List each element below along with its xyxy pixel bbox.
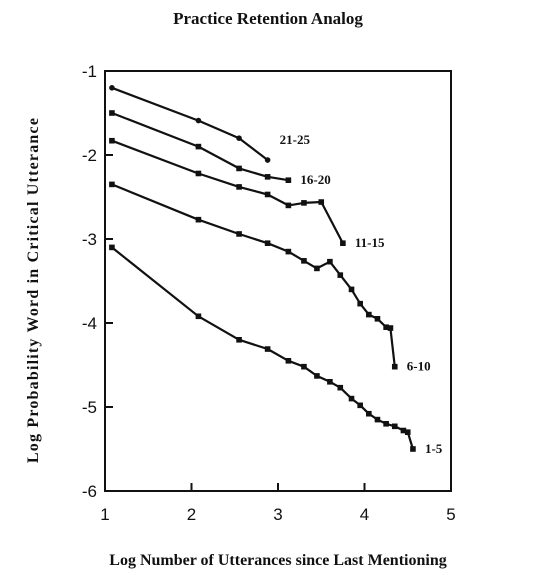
series-6-10: 6-10 — [109, 181, 431, 374]
data-point — [374, 316, 381, 322]
data-point — [400, 427, 407, 434]
data-point — [391, 423, 398, 430]
data-point — [348, 286, 355, 293]
series-group: 21-25 16-20 11-15 6-10 1-5 — [109, 85, 443, 456]
data-point — [109, 110, 115, 116]
series-label: 11-15 — [355, 235, 385, 250]
data-point — [366, 311, 372, 318]
data-point — [383, 421, 389, 427]
data-point — [264, 157, 271, 163]
data-point — [301, 200, 307, 206]
data-point — [285, 248, 292, 255]
data-point — [366, 410, 372, 417]
series-label: 1-5 — [425, 441, 443, 456]
series-line — [111, 246, 414, 450]
data-point — [348, 395, 355, 402]
data-point — [109, 244, 115, 251]
data-point — [337, 272, 344, 278]
data-point — [236, 135, 242, 141]
data-point — [195, 313, 202, 320]
data-point — [236, 337, 242, 343]
data-point — [387, 325, 394, 331]
data-point — [264, 346, 271, 352]
data-point — [195, 216, 202, 223]
series-1-5: 1-5 — [109, 244, 443, 456]
x-tick-label: 3 — [273, 505, 282, 524]
x-tick-label: 2 — [187, 505, 196, 524]
series-label: 21-25 — [280, 132, 311, 147]
data-point — [301, 258, 307, 264]
data-point — [285, 358, 292, 364]
data-point — [357, 402, 363, 409]
x-tick-label: 1 — [100, 505, 109, 524]
data-point — [404, 429, 411, 435]
series-11-15: 11-15 — [109, 137, 385, 250]
series-line — [111, 139, 344, 244]
data-point — [109, 137, 115, 144]
y-axis-label: Log Probability Word in Critical Utteran… — [25, 117, 42, 463]
data-point — [264, 191, 271, 198]
y-axis: -1 -2 -3 -4 -5 -6 — [82, 62, 113, 501]
data-point — [109, 181, 115, 188]
data-point — [285, 202, 292, 209]
data-point — [391, 363, 398, 370]
chart-title: Practice Retention Analog — [173, 9, 363, 28]
y-tick-label: -4 — [82, 314, 97, 333]
series-21-25: 21-25 — [109, 85, 310, 163]
series-16-20: 16-20 — [109, 110, 331, 187]
data-point — [236, 184, 242, 190]
series-line — [111, 86, 269, 161]
data-point — [195, 170, 202, 177]
data-point — [195, 143, 202, 150]
data-point — [301, 363, 307, 370]
data-point — [340, 240, 346, 246]
data-point — [264, 174, 271, 180]
data-point — [236, 165, 242, 172]
data-point — [337, 384, 344, 391]
data-point — [410, 446, 416, 452]
data-point — [314, 373, 320, 379]
data-point — [327, 379, 333, 385]
data-point — [383, 324, 389, 330]
data-point — [374, 416, 381, 423]
x-axis: 1 2 3 4 5 — [100, 483, 456, 524]
data-point — [318, 199, 325, 205]
data-point — [264, 240, 271, 246]
x-tick-label: 5 — [446, 505, 455, 524]
data-point — [314, 265, 320, 272]
y-tick-label: -5 — [82, 398, 97, 417]
data-point — [109, 85, 115, 91]
series-line — [111, 183, 396, 367]
data-point — [327, 258, 333, 265]
y-tick-label: -3 — [82, 230, 97, 249]
data-point — [236, 231, 242, 237]
data-point — [357, 300, 363, 307]
y-tick-label: -6 — [82, 482, 97, 501]
x-tick-label: 4 — [360, 505, 369, 524]
y-tick-label: -2 — [82, 146, 97, 165]
x-axis-label: Log Number of Utterances since Last Ment… — [109, 552, 446, 569]
data-point — [285, 177, 292, 183]
series-label: 6-10 — [407, 359, 431, 374]
y-tick-label: -1 — [82, 62, 97, 81]
data-point — [195, 117, 202, 124]
series-label: 16-20 — [300, 172, 330, 187]
